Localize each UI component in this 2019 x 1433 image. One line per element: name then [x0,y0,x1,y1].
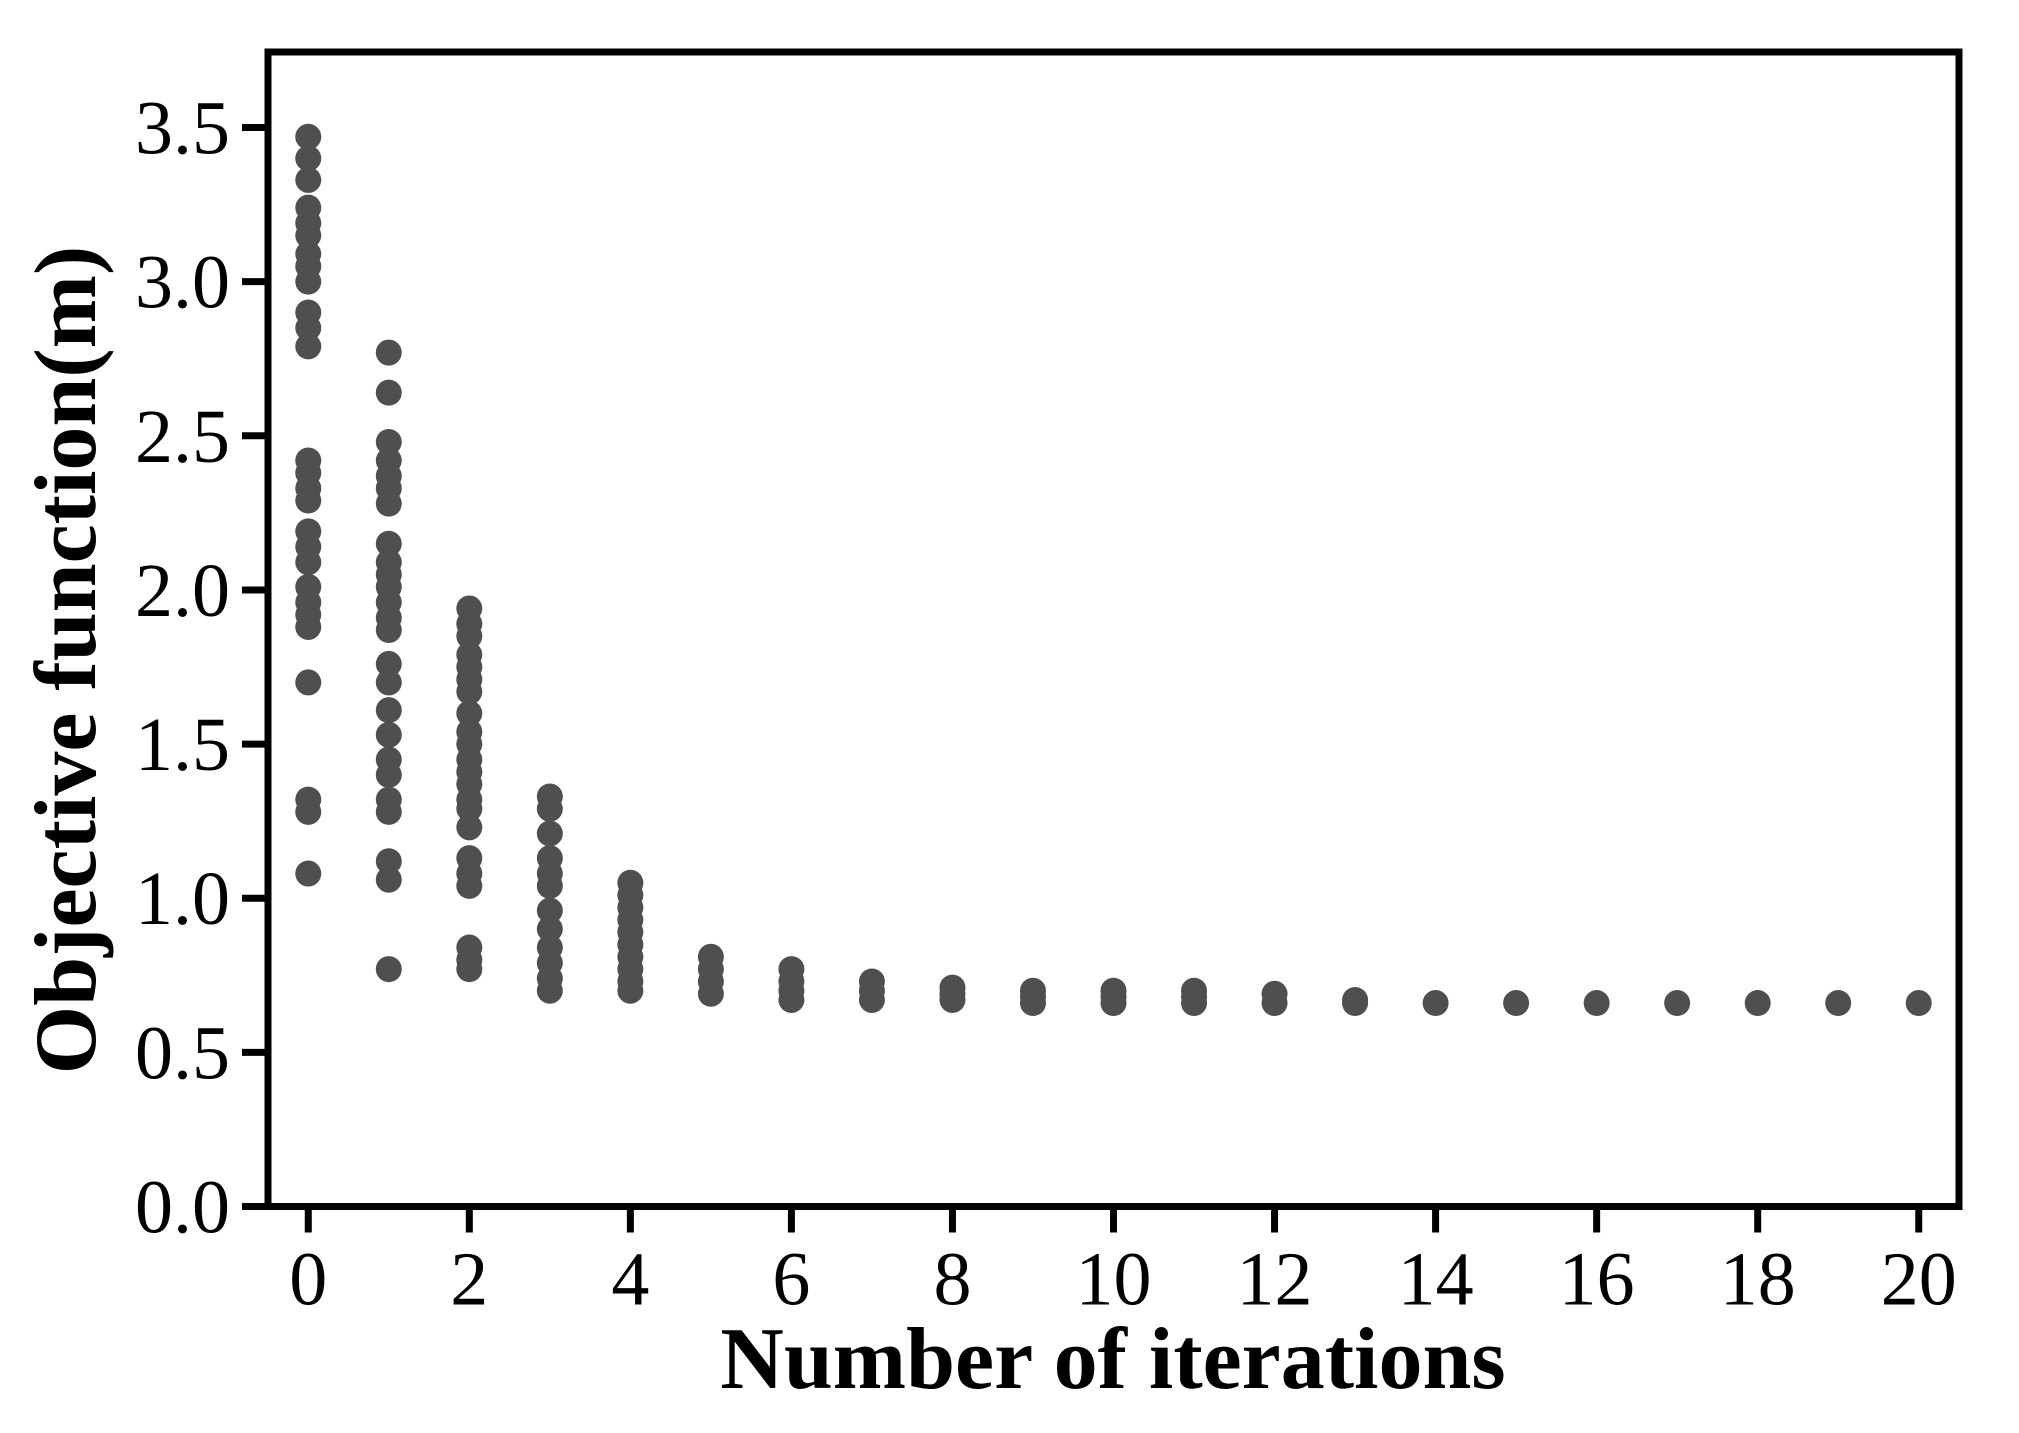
data-point [536,977,563,1004]
data-point [295,166,322,193]
data-point [456,678,483,705]
y-tick-label: 2.0 [135,549,230,633]
y-axis-title: Objective function(m) [18,246,115,1074]
data-point [375,669,402,696]
data-point [617,977,644,1004]
data-point [858,986,885,1013]
data-point [1503,990,1530,1017]
data-point [295,314,322,341]
x-tick-label: 20 [1881,1238,1957,1322]
y-tick-label: 2.5 [135,395,230,479]
data-point [456,700,483,727]
data-point [295,145,322,172]
x-axis-tick-labels: 0 2 4 6 8 10 12 14 16 18 20 [289,1238,1956,1322]
x-tick-label: 2 [450,1238,488,1322]
data-point [375,848,402,875]
data-point [295,613,322,640]
data-point [375,697,402,724]
y-tick-label: 1.5 [135,703,230,787]
data-point [375,721,402,748]
x-tick-label: 0 [289,1238,327,1322]
data-point [456,956,483,983]
data-point [456,814,483,841]
data-point [295,669,322,696]
data-point [536,795,563,822]
data-point [1422,990,1449,1017]
data-point [295,333,322,360]
plot-frame [264,48,1963,1210]
x-tick-label: 18 [1720,1238,1796,1322]
data-points [295,123,1932,1017]
x-tick-label: 12 [1237,1238,1313,1322]
data-point [375,956,402,983]
data-point [1583,990,1610,1017]
data-point [295,549,322,576]
data-point [375,428,402,455]
y-axis-tick-labels: 0.0 0.5 1.0 1.5 2.0 2.5 3.0 3.5 [135,87,230,1250]
data-point [295,123,322,150]
data-point [375,379,402,406]
data-point [375,866,402,893]
y-tick-label: 1.0 [135,857,230,941]
data-point [1261,990,1288,1017]
x-tick-label: 10 [1076,1238,1152,1322]
y-axis-ticks [242,124,268,1210]
data-point [375,339,402,366]
data-point [375,650,402,677]
data-point [456,872,483,899]
data-point [1100,990,1127,1017]
data-point [456,795,483,822]
y-tick-label: 3.0 [135,241,230,325]
data-point [375,798,402,825]
data-point [1181,990,1208,1017]
data-point [697,980,724,1007]
data-point [939,986,966,1013]
y-tick-label: 0.0 [135,1166,230,1250]
data-point [778,986,805,1013]
data-point [536,897,563,924]
data-point [375,530,402,557]
x-tick-label: 14 [1398,1238,1474,1322]
data-point [1664,990,1691,1017]
data-point [375,617,402,644]
data-point [536,820,563,847]
data-point [536,916,563,943]
x-tick-label: 4 [611,1238,649,1322]
data-point [375,490,402,517]
data-point [295,487,322,514]
y-tick-label: 3.5 [135,87,230,171]
x-tick-label: 8 [933,1238,971,1322]
data-point [295,798,322,825]
x-tick-label: 6 [772,1238,810,1322]
x-axis-title: Number of iterations [720,1311,1505,1408]
data-point [456,623,483,650]
data-point [1342,990,1369,1017]
data-point [295,222,322,249]
data-point [536,872,563,899]
data-point [1825,990,1852,1017]
data-point [1019,990,1046,1017]
data-point [295,268,322,295]
x-tick-label: 16 [1559,1238,1635,1322]
data-point [375,761,402,788]
x-axis-ticks [304,1206,1923,1233]
y-tick-label: 0.5 [135,1011,230,1095]
data-point [295,860,322,887]
data-point [1905,990,1932,1017]
data-point [1744,990,1771,1017]
